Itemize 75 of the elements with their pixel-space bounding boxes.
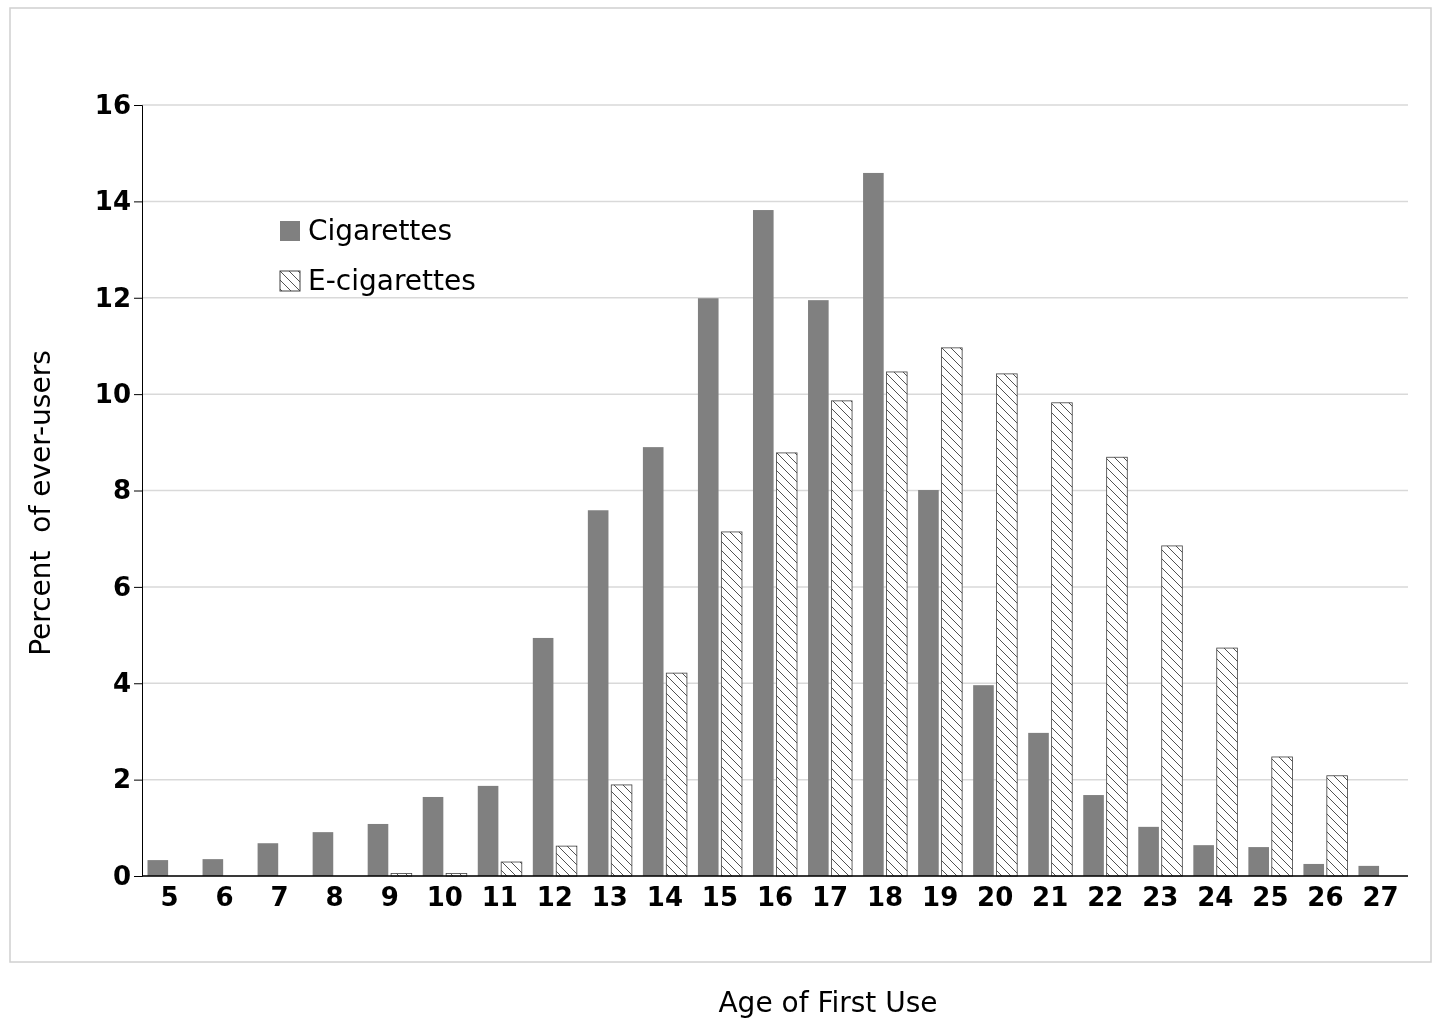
bar [147, 860, 169, 876]
x-tick-label: 22 [1087, 882, 1124, 913]
y-tick-label: 4 [112, 668, 131, 699]
bar [886, 371, 908, 877]
bar [642, 447, 664, 876]
y-tick-label: 8 [112, 475, 131, 506]
x-tick-label: 15 [701, 882, 739, 913]
x-tick-label: 14 [646, 882, 684, 913]
bar [367, 823, 389, 876]
x-tick-label: 18 [866, 882, 904, 913]
bar [312, 832, 334, 876]
bar [1083, 795, 1104, 876]
bar [587, 510, 609, 876]
x-tick-label: 10 [426, 882, 463, 913]
bar [1028, 732, 1049, 876]
x-tick-label: 25 [1252, 882, 1289, 913]
x-tick-label: 21 [1032, 882, 1069, 913]
bar [918, 490, 939, 876]
bar [1193, 845, 1214, 876]
x-tick-label: 12 [536, 882, 573, 913]
bar [1106, 456, 1128, 877]
bar [752, 210, 774, 876]
bar [697, 298, 719, 876]
bar [1138, 826, 1159, 876]
legend-label: E-cigarettes [308, 264, 476, 297]
y-tick-label: 14 [94, 186, 131, 217]
bar [532, 637, 554, 876]
y-tick-label: 16 [94, 89, 131, 120]
bar [665, 672, 688, 877]
x-tick-label: 16 [756, 882, 794, 913]
bar [555, 845, 578, 877]
x-axis-title: Age of First Use [718, 986, 938, 1019]
bar [1303, 863, 1325, 876]
x-tick-label: 17 [811, 882, 849, 913]
bar [831, 400, 853, 877]
x-tick-label: 27 [1362, 882, 1399, 913]
bar [1216, 647, 1238, 877]
legend-label: Cigarettes [308, 214, 453, 247]
y-tick-label: 2 [112, 764, 131, 795]
x-tick-label: 6 [215, 882, 234, 913]
bar [500, 861, 523, 877]
bar [996, 373, 1018, 877]
bar [1358, 865, 1380, 876]
x-tick-label: 8 [325, 882, 344, 913]
x-tick-label: 19 [922, 882, 959, 913]
y-tick-label: 6 [112, 571, 131, 602]
x-tick-label: 5 [160, 882, 179, 913]
bar [1161, 545, 1183, 877]
bar [973, 685, 994, 876]
x-tick-label: 11 [481, 882, 518, 913]
bar [1271, 756, 1293, 877]
bar [1326, 775, 1348, 877]
y-tick-label: 0 [112, 860, 131, 891]
x-tick-label: 9 [380, 882, 399, 913]
bar [863, 172, 884, 876]
bar [202, 859, 224, 876]
bar [720, 531, 743, 877]
bar [941, 347, 963, 877]
bar [1051, 402, 1073, 877]
y-axis-title: Percent of ever-users [24, 350, 57, 656]
y-tick-label: 10 [94, 378, 131, 409]
x-tick-label: 7 [270, 882, 289, 913]
bar [477, 785, 499, 876]
x-tick-label: 26 [1307, 882, 1344, 913]
bar [1248, 847, 1269, 876]
x-tick-label: 23 [1142, 882, 1179, 913]
x-tick-label: 24 [1197, 882, 1234, 913]
bar [776, 452, 798, 877]
x-tick-label: 20 [977, 882, 1014, 913]
bar [610, 784, 633, 877]
x-tick-label: 13 [591, 882, 628, 913]
bar [808, 300, 829, 876]
bar [257, 843, 279, 876]
y-tick-label: 12 [94, 282, 131, 313]
bar [422, 796, 444, 876]
